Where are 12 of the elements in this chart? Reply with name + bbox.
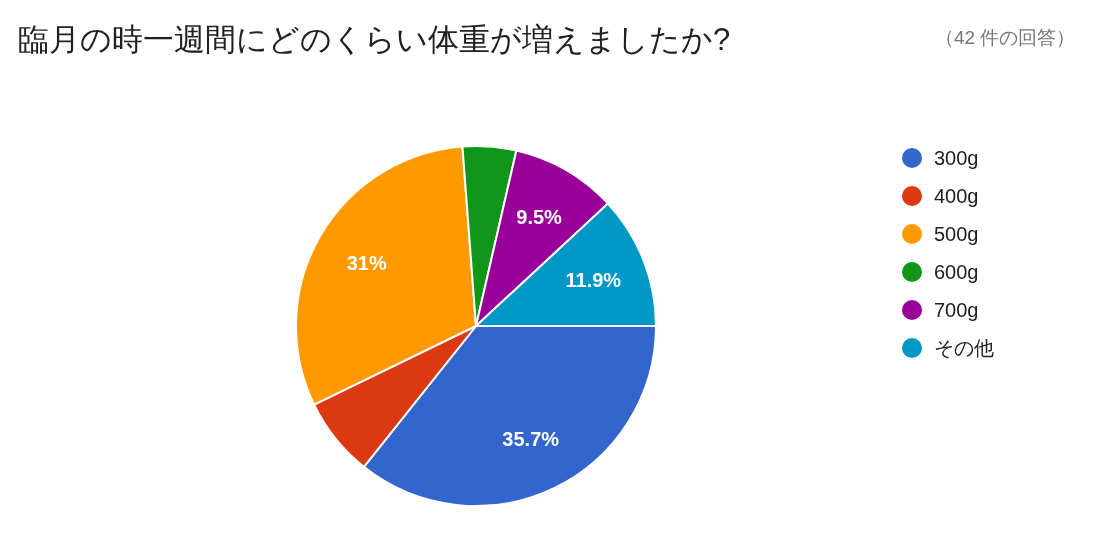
chart-subtitle: （42 件の回答） — [935, 27, 1076, 48]
chart-title: 臨月の時一週間にどのくらい体重が増えましたか? — [18, 22, 731, 57]
data-label: 35.7% — [502, 428, 560, 451]
legend-label: 500g — [934, 223, 979, 245]
data-label: 11.9% — [565, 268, 622, 291]
legend-label: 700g — [934, 299, 979, 321]
legend-label: その他 — [934, 337, 994, 359]
legend-label: 300g — [934, 147, 979, 169]
legend-label: 600g — [934, 261, 979, 283]
data-label: 31% — [346, 252, 387, 275]
legend-label: 400g — [934, 185, 979, 207]
data-label: 9.5% — [516, 205, 563, 228]
